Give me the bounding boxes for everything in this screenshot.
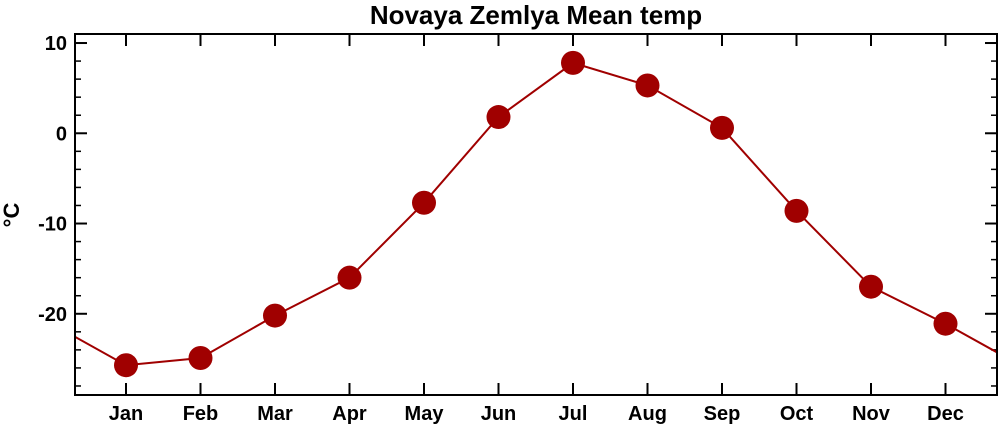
x-tick-label-sep: Sep [704,403,741,425]
data-point-jun [486,105,511,130]
data-point-aug [635,73,660,98]
data-point-mar [263,303,287,328]
x-tick-label-jul: Jul [559,403,588,425]
x-tick-label-mar: Mar [257,403,293,425]
x-tick-label-jan: Jan [109,403,143,425]
chart-title: Novaya Zemlya Mean temp [370,0,702,30]
data-point-jul [561,50,585,75]
y-axis-label: °C [0,203,24,228]
data-point-may [412,190,436,215]
x-tick-label-apr: Apr [332,403,367,425]
data-point-feb [188,345,213,370]
tick-labels: 10 0 -10 -20 Jan Feb Mar Apr May Jun Jul Aug Sep Oct N… [38,33,964,425]
x-tick-label-may: May [405,403,445,425]
y-tick-label: 0 [56,123,67,145]
x-tick-label-dec: Dec [927,403,964,425]
x-tick-label-nov: Nov [852,403,891,425]
data-point-dec [933,311,958,336]
ticks [75,34,997,395]
series-line [76,61,996,367]
x-tick-label-aug: Aug [628,403,667,425]
data-point-nov [859,274,883,299]
x-tick-label-feb: Feb [183,403,219,425]
data-point-apr [337,265,362,290]
data-point-oct [784,198,809,223]
x-tick-label-jun: Jun [481,403,517,425]
data-series [76,50,996,378]
y-tick-label: -20 [38,304,67,326]
y-tick-label: 10 [45,33,67,55]
y-tick-label: -10 [38,214,67,236]
data-point-jan [114,353,138,378]
plot-frame [74,33,998,396]
x-tick-label-oct: Oct [780,403,814,425]
data-point-sep [710,115,734,140]
